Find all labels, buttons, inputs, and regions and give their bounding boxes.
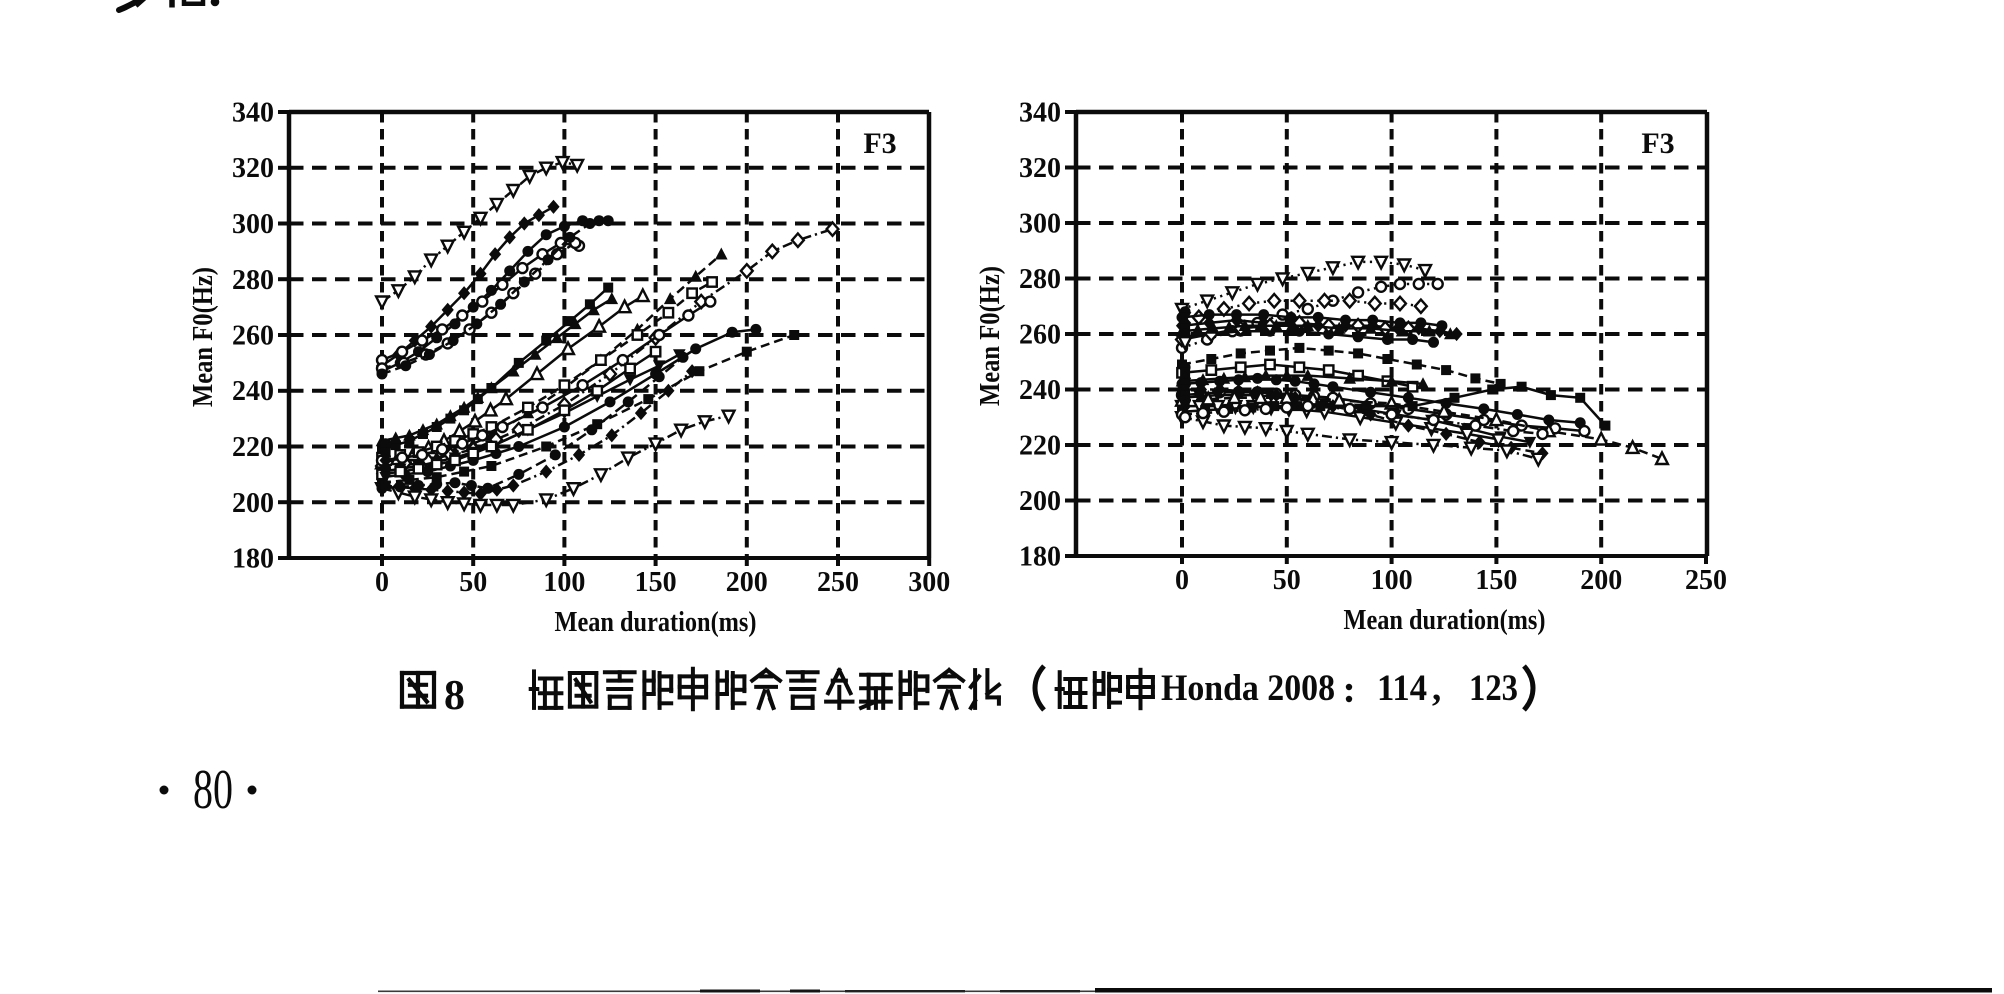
svg-text:240: 240 <box>232 376 274 407</box>
svg-text:200: 200 <box>1019 486 1061 517</box>
svg-text:260: 260 <box>232 321 274 352</box>
svg-text:300: 300 <box>908 567 950 598</box>
svg-text:200: 200 <box>1580 565 1622 596</box>
svg-text:80: 80 <box>193 759 233 821</box>
svg-text:260: 260 <box>1019 320 1061 351</box>
svg-text:Mean F0(Hz): Mean F0(Hz) <box>975 266 1006 406</box>
svg-text:0: 0 <box>375 567 389 598</box>
svg-text:Mean duration(ms): Mean duration(ms) <box>555 607 757 638</box>
svg-text:,: , <box>1432 668 1441 709</box>
svg-text:F3: F3 <box>1641 127 1674 160</box>
svg-text:280: 280 <box>1019 264 1061 295</box>
svg-text:250: 250 <box>1685 565 1727 596</box>
svg-text:340: 340 <box>232 98 274 129</box>
svg-text:180: 180 <box>232 544 274 575</box>
svg-text:220: 220 <box>1019 431 1061 462</box>
svg-text:300: 300 <box>1019 209 1061 240</box>
svg-text:F3: F3 <box>863 127 896 160</box>
svg-text:150: 150 <box>635 567 677 598</box>
svg-text:200: 200 <box>232 488 274 519</box>
svg-text:Mean F0(Hz): Mean F0(Hz) <box>188 267 219 407</box>
svg-text:320: 320 <box>1019 153 1061 184</box>
svg-text:220: 220 <box>232 432 274 463</box>
svg-text:100: 100 <box>1371 565 1413 596</box>
svg-text:340: 340 <box>1019 98 1061 129</box>
svg-text:200: 200 <box>726 567 768 598</box>
svg-text:100: 100 <box>543 567 585 598</box>
svg-text:250: 250 <box>817 567 859 598</box>
svg-text:280: 280 <box>232 265 274 296</box>
svg-text:150: 150 <box>1475 565 1517 596</box>
svg-text:50: 50 <box>459 567 487 598</box>
svg-text:50: 50 <box>1273 565 1301 596</box>
svg-text:Honda 2008: Honda 2008 <box>1161 668 1335 709</box>
svg-text:320: 320 <box>232 153 274 184</box>
svg-text:123: 123 <box>1469 668 1518 709</box>
svg-text:0: 0 <box>1175 565 1189 596</box>
svg-text:300: 300 <box>232 209 274 240</box>
svg-text:Mean duration(ms): Mean duration(ms) <box>1344 605 1546 636</box>
svg-text:114: 114 <box>1377 668 1427 709</box>
svg-text:240: 240 <box>1019 375 1061 406</box>
svg-text:8: 8 <box>444 673 465 719</box>
svg-text:180: 180 <box>1019 542 1061 573</box>
